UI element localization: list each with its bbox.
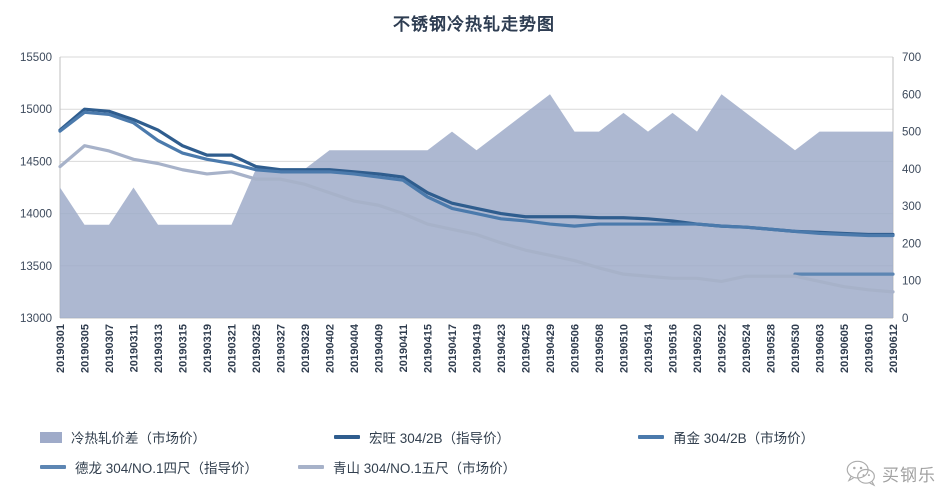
x-axis-tick: 20190506 xyxy=(570,324,582,373)
x-axis-tick: 20190605 xyxy=(839,324,851,373)
legend-label: 宏旺 304/2B（指导价） xyxy=(369,431,511,446)
legend-line-swatch xyxy=(40,465,66,469)
watermark: 买钢乐 xyxy=(844,458,936,488)
y-axis-right-tick: 300 xyxy=(902,201,921,213)
x-axis-tick: 20190528 xyxy=(766,324,778,373)
legend-label: 甬金 304/2B（市场价） xyxy=(673,431,815,446)
legend-item[interactable]: 德龙 304/NO.1四尺（指导价） xyxy=(40,457,258,477)
y-axis-right-tick: 0 xyxy=(902,313,908,325)
x-axis-tick: 20190321 xyxy=(227,324,239,373)
series-line xyxy=(58,144,895,294)
legend-label: 德龙 304/NO.1四尺（指导价） xyxy=(75,461,259,476)
x-axis-tick: 20190305 xyxy=(80,324,92,373)
series-line xyxy=(58,110,895,238)
y-axis-right-tick: 400 xyxy=(902,164,921,176)
x-axis-tick: 20190315 xyxy=(178,324,190,373)
x-axis-tick: 20190325 xyxy=(251,324,263,373)
x-axis-tick: 20190516 xyxy=(668,324,680,373)
legend-item[interactable]: 冷热轧价差（市场价） xyxy=(40,427,206,447)
wechat-icon xyxy=(846,460,876,487)
legend-line-swatch xyxy=(638,435,665,439)
x-axis-tick: 20190402 xyxy=(325,324,337,373)
legend-line-swatch xyxy=(334,435,360,439)
y-axis-left-tick: 14000 xyxy=(20,209,52,221)
x-axis-tick: 20190508 xyxy=(594,324,606,373)
x-axis-tick: 20190301 xyxy=(55,324,67,373)
x-axis-tick: 20190307 xyxy=(104,324,116,373)
y-axis-right-tick: 200 xyxy=(902,238,921,250)
x-axis-tick: 20190514 xyxy=(643,323,655,373)
y-axis-left-tick: 13500 xyxy=(20,261,52,273)
x-axis-tick: 20190510 xyxy=(619,324,631,373)
y-axis-right-tick: 700 xyxy=(902,52,921,64)
y-axis-right-tick: 100 xyxy=(902,276,921,288)
legend-label: 冷热轧价差（市场价） xyxy=(71,431,206,446)
x-axis-tick: 20190313 xyxy=(153,324,165,373)
x-axis-tick: 20190524 xyxy=(741,323,753,373)
x-axis-tick: 20190409 xyxy=(374,324,386,373)
x-axis-tick: 20190417 xyxy=(447,324,459,373)
legend-row-bottom: 德龙 304/NO.1四尺（指导价） 青山 304/NO.1五尺（市场价） xyxy=(0,452,948,482)
legend-line-swatch xyxy=(298,465,325,469)
x-axis-tick: 20190530 xyxy=(790,324,802,373)
watermark-text: 买钢乐 xyxy=(882,465,936,485)
x-axis-tick: 20190423 xyxy=(496,324,508,373)
x-axis-tick: 20190415 xyxy=(423,324,435,373)
legend-area-swatch xyxy=(40,431,62,443)
x-axis-tick: 20190311 xyxy=(129,324,141,372)
x-axis-tick: 20190411 xyxy=(398,324,410,372)
legend-item[interactable]: 宏旺 304/2B（指导价） xyxy=(334,427,510,447)
y-axis-right-tick: 600 xyxy=(902,89,921,101)
x-axis-tick: 20190522 xyxy=(717,324,729,373)
y-axis-left-tick: 14500 xyxy=(20,156,52,168)
x-axis-tick: 20190327 xyxy=(276,324,288,373)
y-axis-left-tick: 13000 xyxy=(20,313,52,325)
x-axis-tick: 20190610 xyxy=(864,324,876,373)
chart-legend: 冷热轧价差（市场价） 宏旺 304/2B（指导价） 甬金 304/2B（市场价） 德… xyxy=(0,422,948,494)
y-axis-left-tick: 15000 xyxy=(20,104,52,116)
legend-item[interactable]: 甬金 304/2B（市场价） xyxy=(638,427,814,447)
legend-row-top: 冷热轧价差（市场价） 宏旺 304/2B（指导价） 甬金 304/2B（市场价） xyxy=(0,422,948,452)
legend-item[interactable]: 青山 304/NO.1五尺（市场价） xyxy=(298,457,516,477)
x-axis-tick: 20190419 xyxy=(472,324,484,373)
x-axis-tick: 20190603 xyxy=(815,324,827,373)
x-axis-tick: 20190329 xyxy=(300,324,312,373)
x-axis-tick: 20190612 xyxy=(888,324,900,373)
series-area xyxy=(60,94,893,319)
x-axis-tick: 20190404 xyxy=(349,323,361,373)
x-axis-tick: 20190520 xyxy=(692,324,704,373)
x-axis-tick: 20190429 xyxy=(545,324,557,373)
legend-label: 青山 304/NO.1五尺（市场价） xyxy=(333,461,517,476)
x-axis-tick: 20190425 xyxy=(521,324,533,373)
x-axis-tick: 20190319 xyxy=(202,324,214,373)
y-axis-left-tick: 15500 xyxy=(20,52,52,64)
chart-title: 不锈钢冷热轧走势图 xyxy=(393,15,555,34)
y-axis-right-tick: 500 xyxy=(902,127,921,139)
